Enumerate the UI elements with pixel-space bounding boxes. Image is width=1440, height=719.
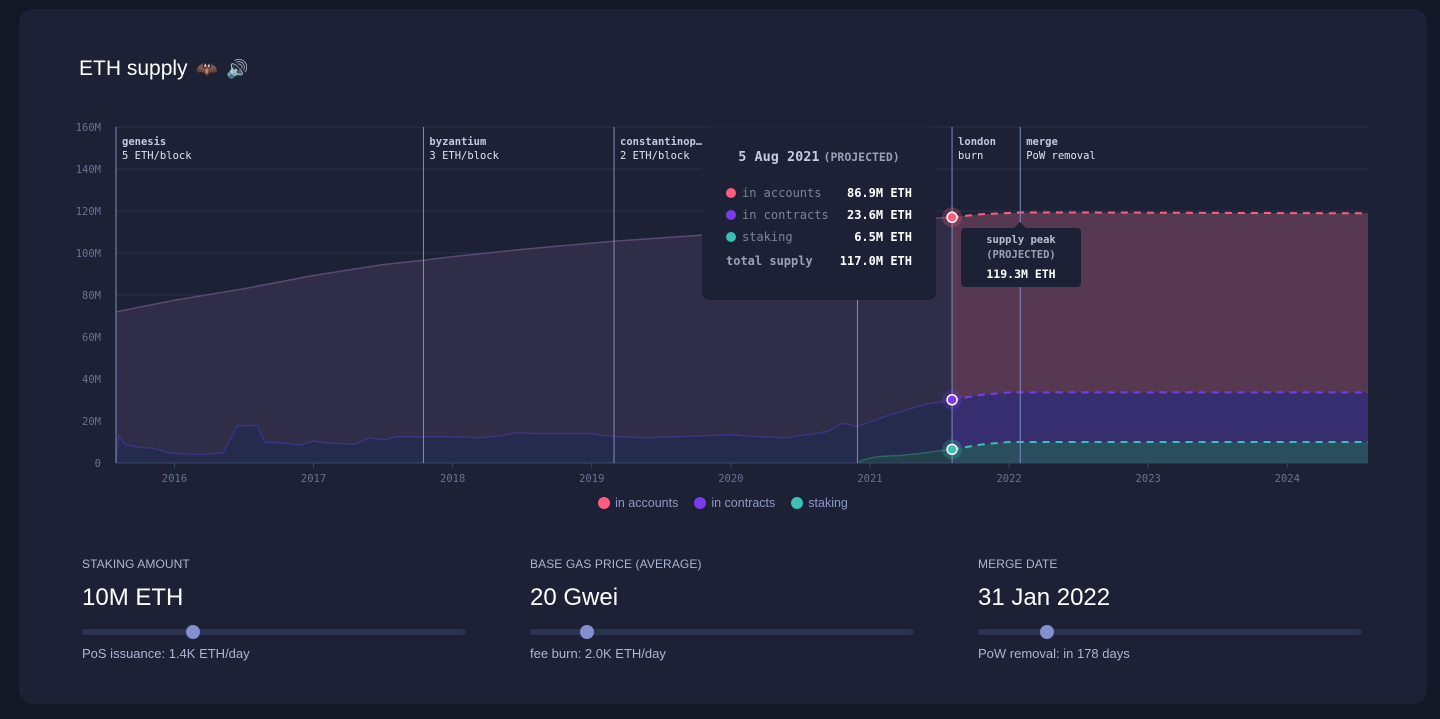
area-in-contracts [116, 399, 953, 463]
control-subtext: PoW removal: in 178 days [978, 646, 1130, 661]
hover-marker [946, 394, 958, 406]
tooltip-row-value: 86.9M ETH [846, 186, 912, 200]
y-tick-label: 60M [82, 332, 101, 344]
staking-amount-slider[interactable] [82, 624, 466, 640]
control-label: MERGE DATE [978, 557, 1058, 571]
control-value: 20 Gwei [530, 584, 619, 611]
tooltip-row-accounts: in accounts 86.9M ETH [726, 182, 912, 204]
x-tick-label: 2019 [579, 473, 604, 485]
slider-thumb[interactable] [1040, 625, 1055, 639]
peak-projected-tag: (PROJECTED) [986, 249, 1056, 261]
legend-dot-icon [791, 497, 804, 509]
eth-supply-card: ETH supply 🦇 🔊 0 20M 40M 60M 80M 100M 120M 140M… [19, 9, 1427, 704]
milestone-detail: 2 ETH/block [620, 150, 690, 162]
merge-date-slider[interactable] [978, 624, 1362, 640]
tooltip-date: 5 Aug 2021 [738, 149, 820, 165]
line-in-contracts [115, 399, 953, 464]
control-subtext: PoS issuance: 1.4K ETH/day [82, 646, 250, 661]
x-tick-label: 2020 [718, 473, 743, 485]
milestone-name: london [958, 136, 996, 148]
line-staking [857, 448, 953, 464]
milestone-detail: 5 ETH/block [122, 150, 192, 162]
tooltip-row-value: 23.6M ETH [846, 208, 912, 222]
tooltip-projected-tag: (PROJECTED) [823, 150, 900, 164]
slider-track[interactable] [82, 629, 466, 635]
hover-marker [946, 443, 958, 456]
x-tick-label: 2022 [996, 473, 1021, 485]
projected-area-staking [952, 442, 1368, 463]
y-tick-label: 20M [82, 416, 101, 428]
x-tick-label: 2021 [857, 473, 882, 485]
slider-track[interactable] [978, 629, 1362, 635]
bat-icon: 🦇 [195, 59, 218, 79]
milestone-name: merge [1026, 136, 1058, 148]
legend-item-accounts[interactable]: in accounts [598, 496, 678, 510]
tooltip-row-total: total supply 117.0M ETH [726, 250, 912, 272]
tooltip-row-contracts: in contracts 23.6M ETH [726, 204, 912, 226]
y-tick-label: 120M [76, 206, 101, 218]
legend-label: in accounts [615, 496, 679, 510]
tooltip-row-label: in accounts [742, 186, 822, 200]
slider-track[interactable] [530, 629, 914, 635]
y-tick-label: 40M [82, 374, 101, 386]
page-title: ETH supply [79, 57, 188, 80]
milestone-detail: 3 ETH/block [429, 150, 499, 162]
tooltip-date-row: 5 Aug 2021 (PROJECTED) [726, 149, 912, 165]
y-tick-label: 80M [82, 290, 101, 302]
milestone-name: byzantium [429, 136, 486, 148]
peak-value: 119.3M ETH [986, 267, 1056, 281]
control-value: 31 Jan 2022 [978, 584, 1111, 611]
projected-line-accounts [951, 211, 1369, 219]
control-label: BASE GAS PRICE (AVERAGE) [530, 557, 702, 571]
hover-marker [946, 211, 958, 224]
milestone-name: genesis [122, 136, 166, 148]
x-tick-label: 2023 [1136, 473, 1161, 485]
control-value: 10M ETH [82, 584, 184, 611]
slider-thumb[interactable] [580, 625, 595, 639]
legend-label: staking [808, 496, 848, 510]
staking-amount-control: STAKING AMOUNT 10M ETH PoS issuance: 1.4… [82, 557, 466, 661]
staking-dot-icon [726, 232, 736, 242]
tooltip-row-value: 6.5M ETH [854, 230, 912, 244]
merge-date-control: MERGE DATE 31 Jan 2022 PoW removal: in 1… [978, 557, 1362, 661]
projected-line-staking [951, 441, 1368, 451]
simulation-controls: STAKING AMOUNT 10M ETH PoS issuance: 1.4… [82, 557, 1382, 661]
control-label: STAKING AMOUNT [82, 557, 190, 571]
y-tick-label: 100M [76, 248, 101, 260]
tooltip-row-label: staking [742, 230, 793, 244]
legend-item-staking[interactable]: staking [791, 496, 848, 510]
milestone-name: constantinop… [620, 136, 703, 148]
supply-peak-label: supply peak (PROJECTED) 119.3M ETH [961, 222, 1081, 287]
slider-thumb[interactable] [186, 625, 201, 639]
peak-title: supply peak [986, 234, 1056, 246]
milestone-detail: burn [958, 150, 983, 162]
y-tick-label: 140M [76, 164, 101, 176]
tooltip-row-label: in contracts [742, 208, 829, 222]
legend-dot-icon [598, 497, 611, 509]
title-row: ETH supply 🦇 🔊 [79, 57, 248, 81]
projected-line-contracts [951, 391, 1368, 401]
chart-legend: in accounts in contracts staking [19, 496, 1427, 510]
x-tick-label: 2018 [440, 473, 465, 485]
y-tick-label: 160M [76, 122, 101, 134]
y-tick-label: 0 [95, 458, 101, 470]
x-tick-label: 2024 [1275, 473, 1300, 485]
legend-dot-icon [694, 497, 707, 509]
legend-label: in contracts [711, 496, 776, 510]
x-tick-label: 2017 [301, 473, 326, 485]
tooltip-total-value: 117.0M ETH [839, 254, 912, 268]
control-subtext: fee burn: 2.0K ETH/day [530, 646, 666, 661]
contracts-dot-icon [726, 210, 736, 220]
accounts-dot-icon [726, 188, 736, 198]
milestone-detail: PoW removal [1026, 150, 1096, 162]
hover-tooltip: 5 Aug 2021 (PROJECTED) in accounts 86.9M … [702, 127, 936, 300]
base-gas-price-slider[interactable] [530, 624, 914, 640]
base-gas-price-control: BASE GAS PRICE (AVERAGE) 20 Gwei fee bur… [530, 557, 914, 661]
tooltip-total-label: total supply [726, 254, 813, 268]
legend-item-contracts[interactable]: in contracts [694, 496, 775, 510]
tooltip-row-staking: staking 6.5M ETH [726, 226, 912, 248]
x-tick-label: 2016 [162, 473, 187, 485]
sound-icon[interactable]: 🔊 [225, 59, 249, 79]
